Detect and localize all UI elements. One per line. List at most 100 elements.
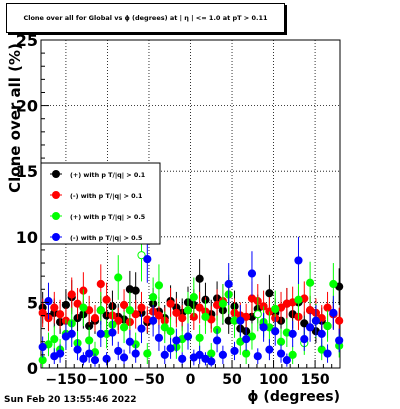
data-point — [38, 308, 47, 317]
data-point — [114, 273, 123, 282]
data-point — [282, 356, 291, 365]
chart-title: Clone over all for Global vs ϕ (degrees)… — [23, 14, 268, 22]
data-point — [265, 289, 274, 298]
y-tick-label: 20 — [16, 97, 38, 116]
data-point — [125, 337, 134, 346]
data-point — [253, 352, 262, 361]
data-point — [119, 323, 129, 332]
data-point — [265, 345, 274, 354]
data-point — [195, 274, 204, 283]
data-point — [288, 329, 297, 338]
data-point — [294, 295, 303, 304]
data-point — [323, 349, 332, 358]
data-point — [79, 303, 88, 312]
data-point — [154, 311, 164, 320]
y-tick-label: 25 — [16, 31, 38, 50]
data-point — [67, 290, 76, 299]
data-point — [189, 293, 198, 302]
data-point — [149, 316, 158, 325]
data-point — [300, 319, 309, 328]
legend-marker — [52, 233, 60, 241]
data-point — [183, 306, 193, 315]
data-point — [90, 314, 100, 323]
x-tick-label: 150 — [300, 372, 329, 388]
data-point — [294, 256, 303, 265]
legend-label: (-) with p T/|q| > 0.5 — [70, 234, 143, 243]
data-point — [149, 293, 158, 302]
data-point — [178, 314, 187, 323]
data-point — [271, 304, 280, 314]
legend-box — [40, 162, 161, 245]
data-point — [56, 349, 65, 358]
data-point — [242, 335, 251, 344]
data-point — [102, 354, 111, 363]
x-tick-label: 100 — [259, 372, 288, 388]
data-point — [195, 350, 204, 359]
data-point — [253, 310, 262, 319]
data-point — [323, 303, 332, 312]
x-tick-label: 50 — [222, 372, 242, 388]
series-layer — [38, 228, 344, 368]
data-point — [201, 312, 210, 321]
y-tick-label: 0 — [27, 359, 38, 378]
data-point — [131, 310, 140, 319]
data-point — [131, 286, 140, 295]
data-point — [224, 279, 233, 289]
data-point — [172, 336, 181, 345]
data-point — [38, 342, 47, 352]
series-4 — [38, 235, 344, 367]
data-point — [102, 295, 111, 304]
data-point — [154, 333, 164, 342]
data-point — [38, 356, 47, 365]
data-point — [154, 281, 164, 290]
data-point — [172, 308, 181, 317]
data-point — [276, 337, 286, 346]
data-point — [276, 349, 286, 358]
data-point — [96, 279, 105, 289]
data-point — [317, 329, 326, 338]
data-point — [50, 303, 59, 312]
data-point — [207, 357, 216, 366]
data-point — [242, 349, 251, 358]
data-point — [73, 299, 82, 308]
data-point — [160, 323, 169, 332]
data-point — [56, 310, 65, 319]
legend-label: (+) with p T/|q| > 0.1 — [70, 171, 145, 180]
data-point — [195, 303, 204, 312]
data-point — [137, 251, 146, 260]
y-tick-label: 15 — [16, 162, 38, 181]
data-point — [306, 323, 315, 332]
data-point — [137, 324, 146, 333]
data-point — [329, 308, 338, 317]
data-point — [183, 332, 193, 341]
legend-marker — [52, 170, 60, 178]
data-point — [44, 296, 53, 306]
data-point — [259, 323, 268, 332]
data-point — [160, 350, 169, 359]
data-point — [271, 327, 280, 336]
data-point — [323, 321, 332, 331]
data-point — [247, 269, 257, 278]
data-point — [207, 349, 216, 358]
data-point — [335, 336, 344, 345]
x-tick-label: 0 — [186, 372, 196, 388]
data-point — [288, 350, 297, 359]
legend: (+) with p T/|q| > 0.1 (-) with p T/|q| >… — [40, 162, 161, 245]
data-point — [119, 300, 129, 310]
x-tick-label: −100 — [87, 372, 128, 388]
data-point — [212, 336, 222, 345]
x-tick-label: −150 — [45, 372, 86, 388]
data-point — [178, 354, 187, 363]
data-point — [143, 349, 152, 358]
data-point — [166, 344, 175, 353]
legend-marker — [52, 212, 60, 220]
legend-marker — [52, 191, 60, 199]
data-point — [90, 356, 100, 365]
data-point — [125, 306, 134, 315]
data-point — [230, 346, 239, 356]
data-point — [114, 346, 123, 356]
data-point — [218, 299, 227, 308]
y-tick-label: 10 — [16, 228, 38, 247]
data-point — [85, 336, 94, 345]
